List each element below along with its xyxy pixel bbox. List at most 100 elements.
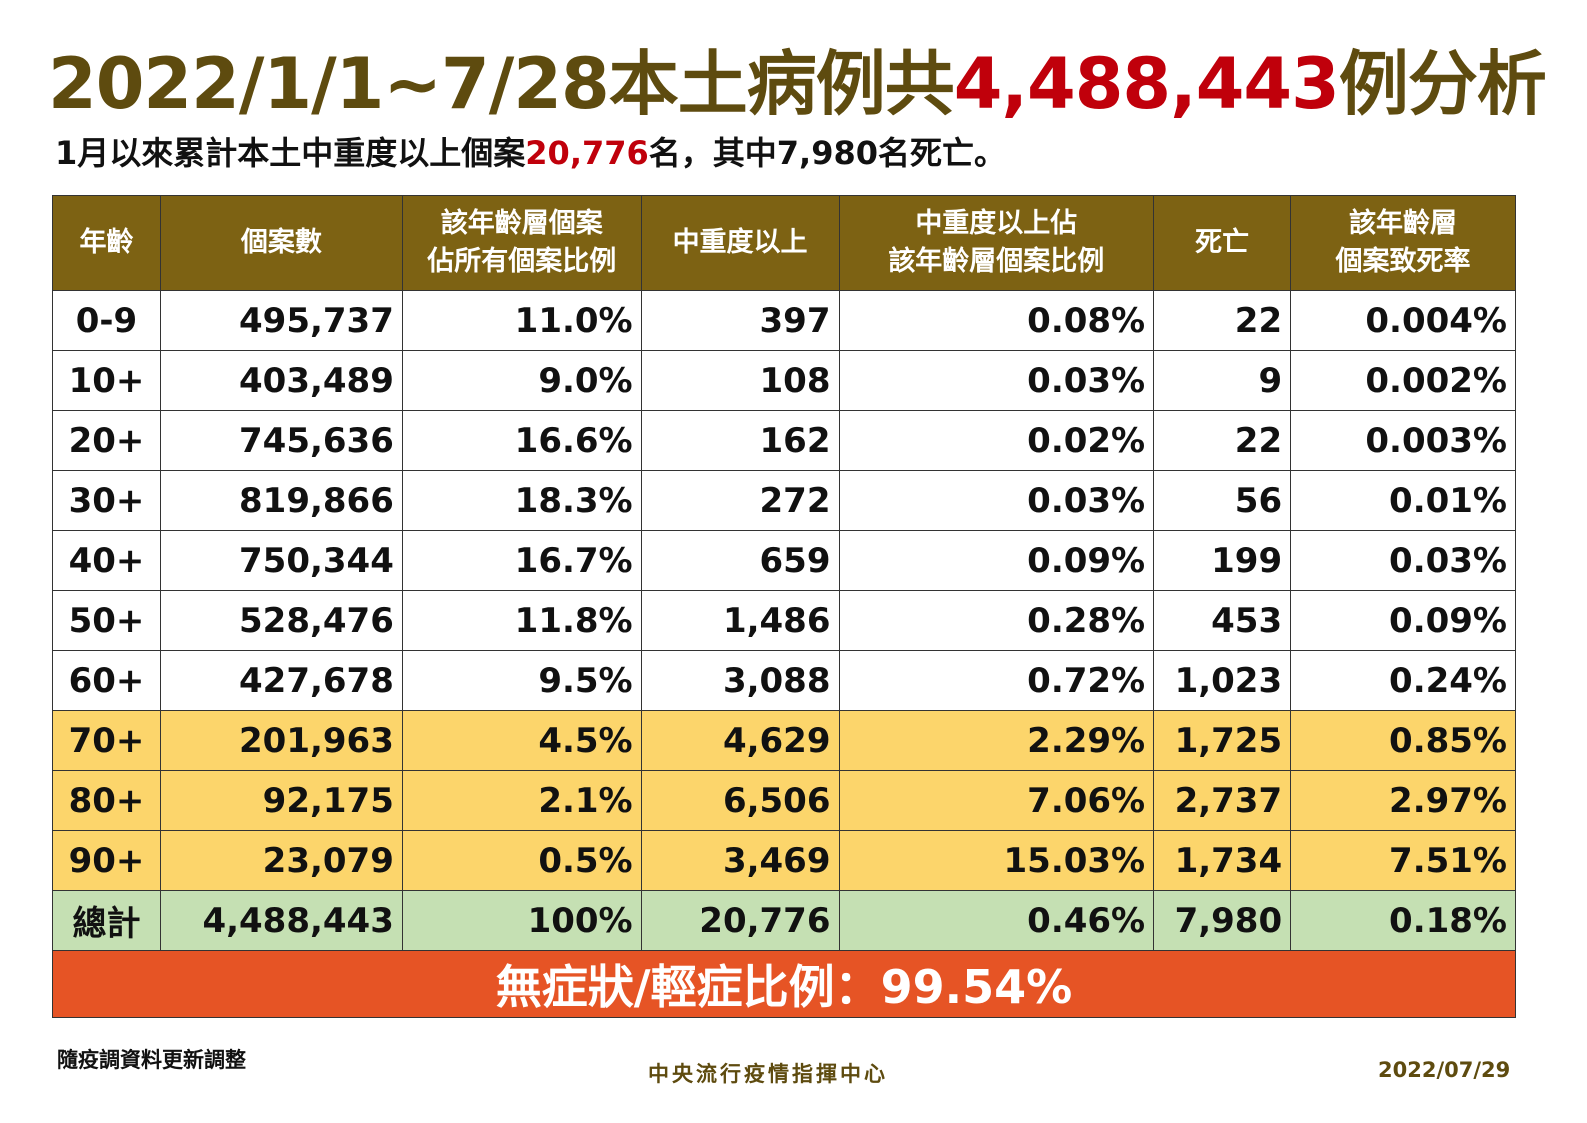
table-cell: 0.46%: [838, 890, 1155, 951]
age-group-cell: 總計: [52, 890, 161, 951]
table-cell: 7.51%: [1290, 830, 1516, 891]
total-row: 總計 4,488,443 100% 20,776 0.46% 7,980 0.18%: [52, 890, 1516, 951]
table-cell: 162: [640, 410, 840, 471]
column-header: 死亡: [1153, 195, 1292, 291]
table-cell: 56: [1153, 470, 1292, 531]
subtitle-suffix: 名，其中7,980名死亡。: [648, 134, 1006, 172]
table-cell: 427,678: [159, 650, 403, 711]
table-cell: 403,489: [159, 350, 403, 411]
table-row: 50+ 528,476 11.8% 1,486 0.28% 453 0.09%: [52, 590, 1516, 651]
column-header-line: 個案數: [240, 227, 322, 258]
column-header: 中重度以上: [640, 195, 840, 291]
table-cell: 0.28%: [838, 590, 1155, 651]
table-cell: 0.02%: [838, 410, 1155, 471]
table-cell: 528,476: [159, 590, 403, 651]
table-row: 60+ 427,678 9.5% 3,088 0.72% 1,023 0.24%: [52, 650, 1516, 711]
subtitle-prefix: 1月以來累計本土中重度以上個案: [55, 134, 526, 172]
table-cell: 272: [640, 470, 840, 531]
table-cell: 16.7%: [401, 530, 642, 591]
age-group-cell: 10+: [52, 350, 161, 411]
table-cell: 2,737: [1153, 770, 1292, 831]
table-cell: 7,980: [1153, 890, 1292, 951]
column-header: 年齡: [52, 195, 161, 291]
table-row: 40+ 750,344 16.7% 659 0.09% 199 0.03%: [52, 530, 1516, 591]
table-cell: 0.03%: [838, 470, 1155, 531]
table-cell: 11.8%: [401, 590, 642, 651]
table-cell: 108: [640, 350, 840, 411]
table-cell: 659: [640, 530, 840, 591]
table-cell: 18.3%: [401, 470, 642, 531]
table-cell: 6,506: [640, 770, 840, 831]
column-header: 中重度以上佔 該年齡層個案比例: [838, 195, 1155, 291]
table-cell: 2.1%: [401, 770, 642, 831]
table-cell: 0.004%: [1290, 290, 1516, 351]
table-header-row: 年齡 個案數 該年齡層個案 佔所有個案比例 中重度以上 中重度以上佔 該年齡層個案比例 死亡該…: [52, 195, 1516, 291]
table-cell: 9: [1153, 350, 1292, 411]
table-cell: 100%: [401, 890, 642, 951]
table-cell: 0.09%: [1290, 590, 1516, 651]
table-cell: 1,023: [1153, 650, 1292, 711]
table-cell: 7.06%: [838, 770, 1155, 831]
table-cell: 0.18%: [1290, 890, 1516, 951]
column-header-line: 中重度以上佔: [915, 208, 1078, 239]
table-cell: 0.09%: [838, 530, 1155, 591]
table-row: 20+ 745,636 16.6% 162 0.02% 22 0.003%: [52, 410, 1516, 471]
table-cell: 201,963: [159, 710, 403, 771]
age-group-cell: 30+: [52, 470, 161, 531]
table-cell: 4,629: [640, 710, 840, 771]
table-cell: 199: [1153, 530, 1292, 591]
age-group-cell: 80+: [52, 770, 161, 831]
table-cell: 20,776: [640, 890, 840, 951]
table-cell: 1,725: [1153, 710, 1292, 771]
subtitle-severe-count: 20,776: [525, 134, 649, 172]
table-cell: 2.29%: [838, 710, 1155, 771]
table-cell: 11.0%: [401, 290, 642, 351]
table-cell: 15.03%: [838, 830, 1155, 891]
title-suffix: 例分析: [1338, 43, 1547, 125]
column-header-line: 死亡: [1195, 227, 1250, 258]
age-group-cell: 40+: [52, 530, 161, 591]
table-cell: 495,737: [159, 290, 403, 351]
table-row: 30+ 819,866 18.3% 272 0.03% 56 0.01%: [52, 470, 1516, 531]
table-cell: 0.002%: [1290, 350, 1516, 411]
table-cell: 22: [1153, 410, 1292, 471]
table-cell: 3,469: [640, 830, 840, 891]
summary-row: 無症狀/輕症比例：99.54%: [52, 950, 1516, 1018]
organization-name: 中央流行疫情指揮中心: [648, 1062, 888, 1086]
table-cell: 1,734: [1153, 830, 1292, 891]
title-case-count: 4,488,443: [953, 43, 1340, 125]
table-cell: 745,636: [159, 410, 403, 471]
age-group-cell: 60+: [52, 650, 161, 711]
column-header-line: 該年齡層個案比例: [888, 246, 1105, 277]
column-header-line: 該年齡層: [1349, 208, 1458, 239]
table-cell: 0.01%: [1290, 470, 1516, 531]
subtitle: 1月以來累計本土中重度以上個案20,776名，其中7,980名死亡。: [55, 128, 1006, 174]
table-cell: 0.03%: [1290, 530, 1516, 591]
table-cell: 9.5%: [401, 650, 642, 711]
age-group-cell: 0-9: [52, 290, 161, 351]
column-header-line: 佔所有個案比例: [427, 246, 617, 277]
column-header: 個案數: [159, 195, 403, 291]
table-cell: 397: [640, 290, 840, 351]
page-title: 2022/1/1~7/28本土病例共4,488,443例分析: [48, 28, 1547, 129]
table-cell: 23,079: [159, 830, 403, 891]
table-row: 10+ 403,489 9.0% 108 0.03% 9 0.002%: [52, 350, 1516, 411]
table-cell: 4.5%: [401, 710, 642, 771]
publish-date: 2022/07/29: [1378, 1058, 1511, 1082]
table-cell: 1,486: [640, 590, 840, 651]
table-row: 90+ 23,079 0.5% 3,469 15.03% 1,734 7.51%: [52, 830, 1516, 891]
table-cell: 0.72%: [838, 650, 1155, 711]
column-header: 該年齡層個案 佔所有個案比例: [401, 195, 642, 291]
table-cell: 22: [1153, 290, 1292, 351]
table-cell: 0.03%: [838, 350, 1155, 411]
age-group-cell: 20+: [52, 410, 161, 471]
table-cell: 92,175: [159, 770, 403, 831]
table-row: 0-9 495,737 11.0% 397 0.08% 22 0.004%: [52, 290, 1516, 351]
column-header-line: 該年齡層個案: [440, 208, 603, 239]
table-cell: 750,344: [159, 530, 403, 591]
table-cell: 0.5%: [401, 830, 642, 891]
table-cell: 0.003%: [1290, 410, 1516, 471]
column-header-line: 個案致死率: [1335, 246, 1471, 277]
table-cell: 9.0%: [401, 350, 642, 411]
table-cell: 4,488,443: [159, 890, 403, 951]
